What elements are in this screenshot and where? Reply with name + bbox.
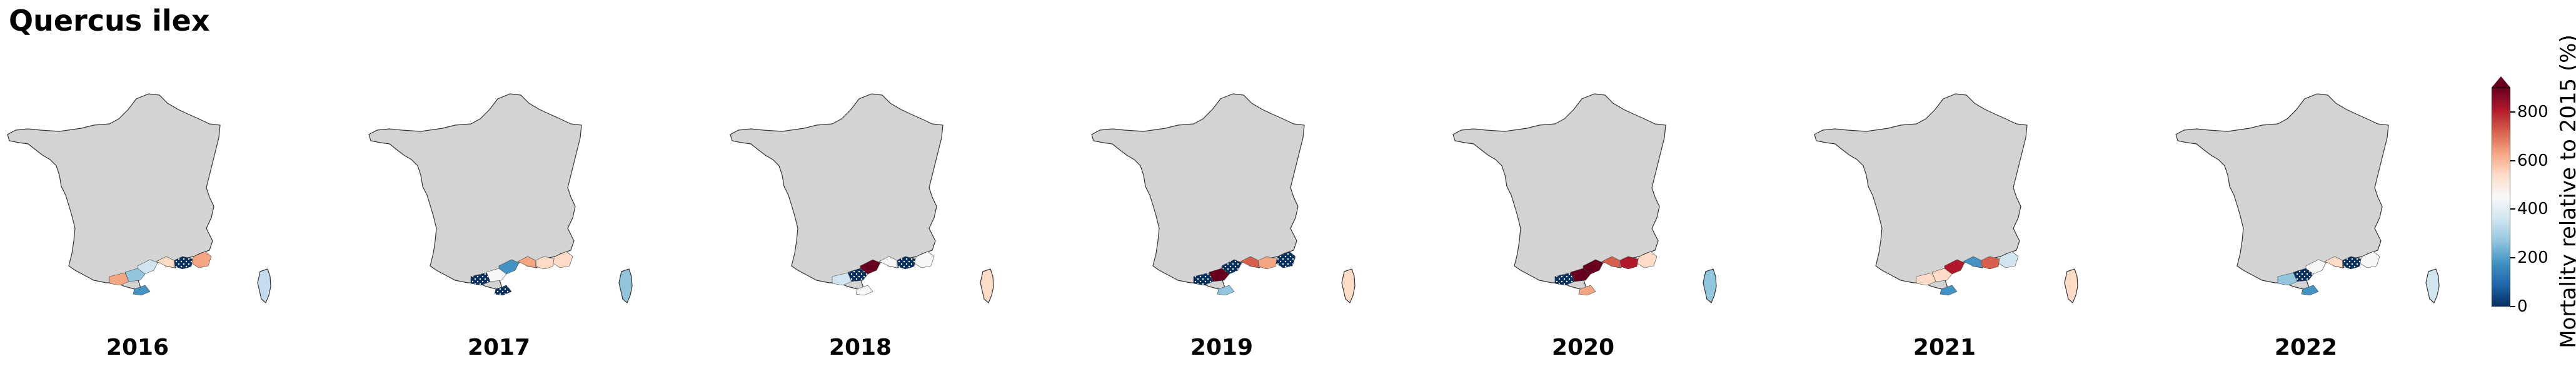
map-panel-2018: 2018 <box>723 50 1060 363</box>
region-r7 <box>494 285 512 296</box>
colorbar-label: Mortality relative to 2015 (%) <box>2556 34 2576 348</box>
france-map <box>1814 93 2078 303</box>
colorbar-tick-label: 600 <box>2517 151 2548 170</box>
map-panel-2021: 2021 <box>1807 50 2145 363</box>
region-r7 <box>133 285 151 296</box>
corsica <box>2064 268 2078 303</box>
region-r1 <box>1963 256 1982 268</box>
france-map <box>1091 93 1356 303</box>
year-label: 2016 <box>106 335 169 360</box>
region-r1 <box>156 256 175 268</box>
region-r1 <box>1240 256 1259 268</box>
colorbar-tickmark <box>2510 257 2515 259</box>
colorbar-gradient <box>2492 87 2510 307</box>
region-r5 <box>1981 256 2000 270</box>
colorbar-tickmark <box>2510 160 2515 161</box>
region-r7 <box>855 285 873 296</box>
region-r6 <box>2277 272 2298 286</box>
region-r6 <box>109 272 129 286</box>
region-r5 <box>174 256 193 270</box>
map-panel-2020: 2020 <box>1446 50 1783 363</box>
map-panel-2016: 2016 <box>0 50 338 363</box>
region-r1 <box>2324 256 2343 268</box>
colorbar-tick-label: 800 <box>2517 102 2548 121</box>
colorbar-tick-label: 200 <box>2517 248 2548 268</box>
map-panel-2022: 2022 <box>2168 50 2506 363</box>
corsica <box>1341 268 1356 303</box>
region-r5 <box>1619 256 1639 270</box>
region-r1 <box>517 256 536 268</box>
region-r5 <box>535 256 555 270</box>
corsica <box>1703 268 1717 303</box>
france-map <box>2175 93 2440 303</box>
colorbar-tick-label: 400 <box>2517 200 2548 219</box>
region-r6 <box>1916 272 1936 286</box>
corsica <box>618 268 633 303</box>
corsica <box>257 268 271 303</box>
year-label: 2018 <box>828 335 892 360</box>
corsica <box>2425 268 2440 303</box>
colorbar-tickmark <box>2510 208 2515 210</box>
colorbar-tickmark <box>2510 306 2515 307</box>
map-panel-2017: 2017 <box>361 50 699 363</box>
region-r1 <box>878 256 898 268</box>
region-r6 <box>470 272 491 286</box>
france-map <box>368 93 633 303</box>
region-r5 <box>2342 256 2362 270</box>
region-r7 <box>1578 285 1596 296</box>
colorbar-tickmark <box>2510 111 2515 113</box>
region-r7 <box>2301 285 2319 296</box>
region-r6 <box>832 272 852 286</box>
france-map <box>1452 93 1717 303</box>
france-map <box>730 93 994 303</box>
france-map <box>7 93 271 303</box>
colorbar-tick-label: 0 <box>2517 297 2528 316</box>
region-r5 <box>1258 256 1277 270</box>
corsica <box>980 268 994 303</box>
year-label: 2021 <box>1913 335 1976 360</box>
colorbar <box>2492 76 2510 307</box>
region-r7 <box>1217 285 1235 296</box>
region-r7 <box>1940 285 1958 296</box>
year-label: 2019 <box>1190 335 1254 360</box>
colorbar-extend-arrow <box>2492 76 2510 88</box>
region-r6 <box>1193 272 1214 286</box>
region-r5 <box>897 256 916 270</box>
region-r1 <box>1601 256 1621 268</box>
year-label: 2017 <box>467 335 531 360</box>
region-r6 <box>1554 272 1575 286</box>
year-label: 2022 <box>2274 335 2338 360</box>
figure-title: Quercus ilex <box>9 4 210 38</box>
map-panel-2019: 2019 <box>1084 50 1422 363</box>
year-label: 2020 <box>1551 335 1615 360</box>
